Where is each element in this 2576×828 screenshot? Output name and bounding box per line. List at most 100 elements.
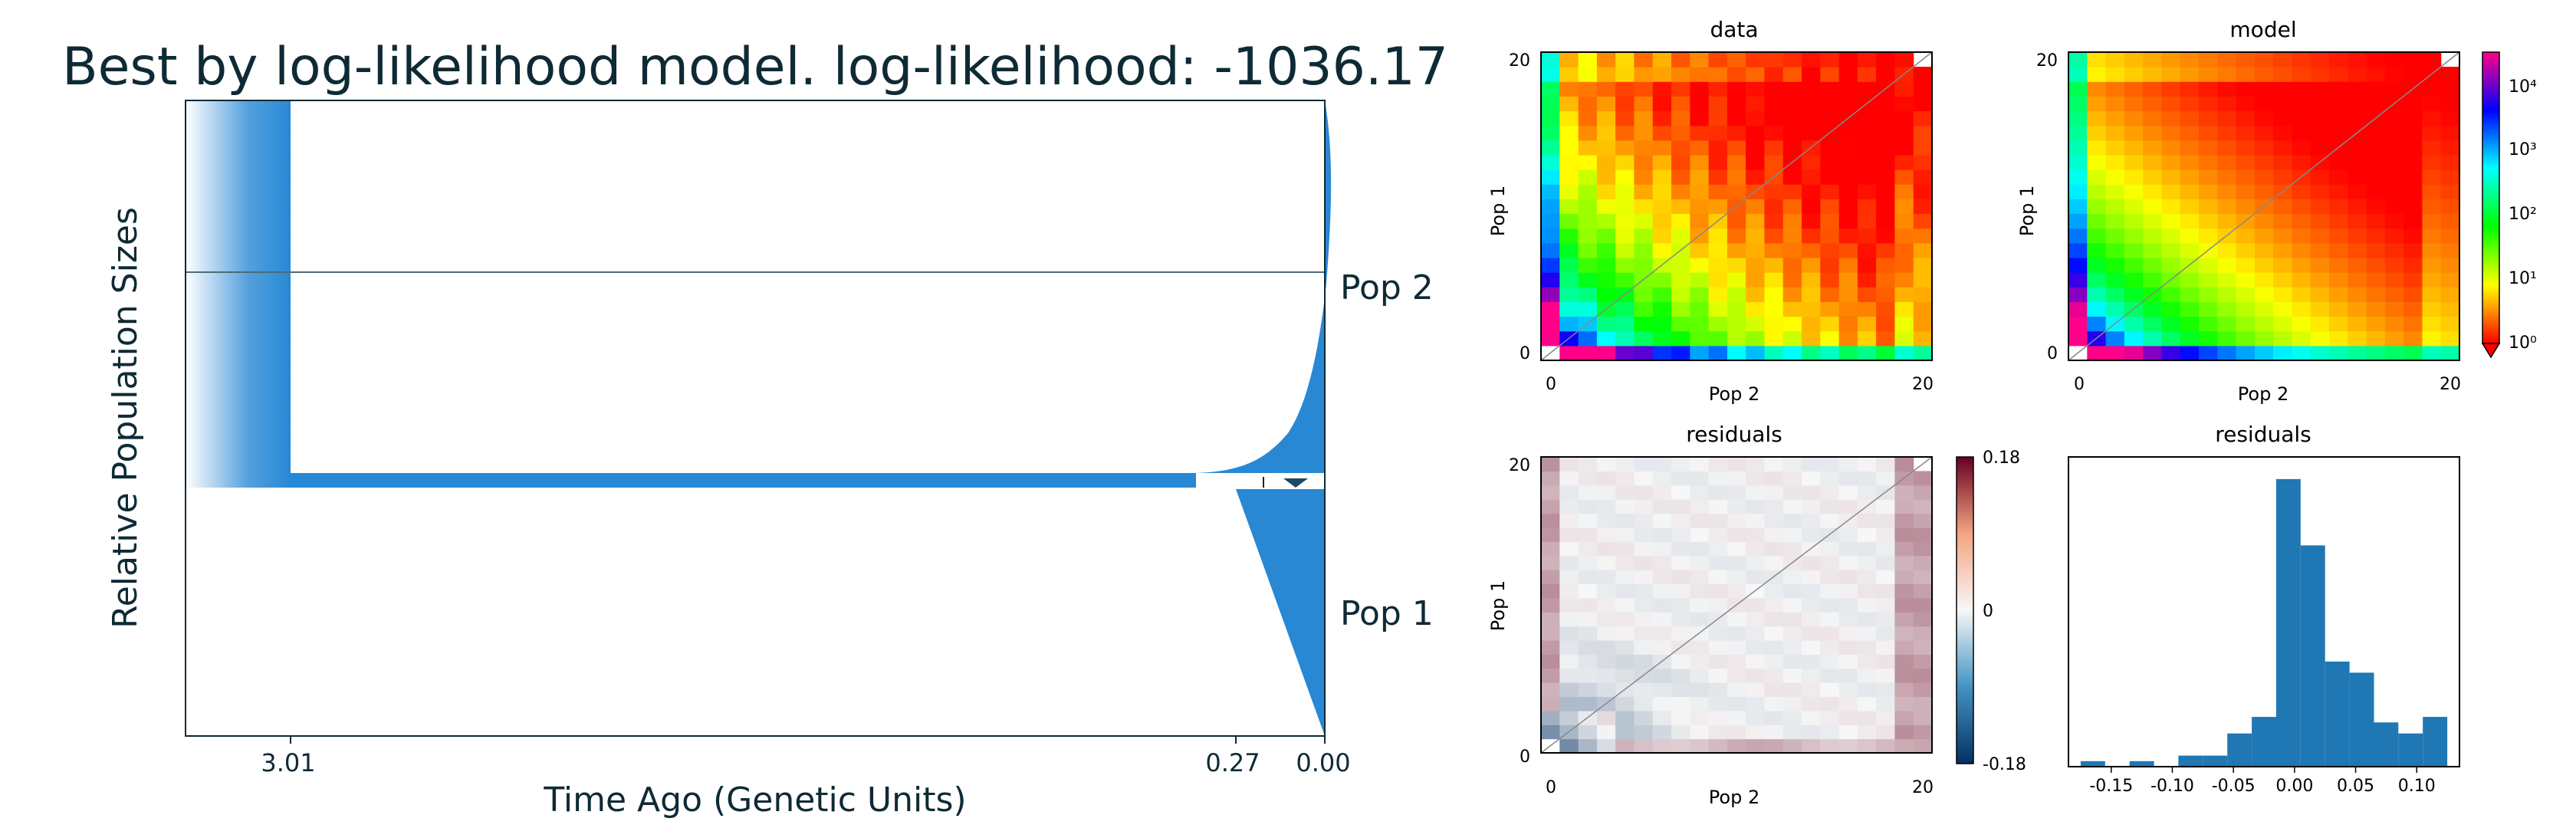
- heatmap-cell: [2143, 140, 2162, 156]
- heatmap-cell: [2273, 199, 2292, 215]
- heatmap-cell: [1578, 155, 1598, 170]
- heatmap-cell: [2384, 184, 2404, 199]
- model-heatmap-panel: model Pop 2 Pop 1 0 20 0 20 10⁴ 10³ 10² …: [2016, 17, 2537, 405]
- heatmap-cell: [2366, 140, 2386, 156]
- heatmap-cell: [1727, 316, 1746, 332]
- heatmap-cell: [1690, 330, 1710, 347]
- heatmap-cell: [2348, 140, 2367, 156]
- heatmap-cell: [1634, 125, 1654, 141]
- res-xtick-20: 20: [1912, 778, 1934, 797]
- heatmap-cell: [1857, 287, 1877, 302]
- heatmap-cell: [2143, 258, 2162, 273]
- heatmap-cell: [1727, 67, 1746, 82]
- heatmap-cell: [1578, 570, 1598, 584]
- heatmap-cell: [2068, 125, 2088, 141]
- heatmap-cell: [2180, 96, 2200, 112]
- heatmap-cell: [1652, 96, 1672, 112]
- heatmap-cell: [2329, 316, 2348, 332]
- heatmap-cell: [1541, 52, 1560, 67]
- heatmap-cell: [2199, 301, 2218, 317]
- heatmap-cell: [1559, 213, 1579, 229]
- heatmap-cell: [1708, 668, 1728, 683]
- heatmap-cell: [1727, 527, 1746, 542]
- heatmap-cell: [1857, 471, 1877, 486]
- heatmap-cell: [1578, 541, 1598, 557]
- heatmap-cell: [1857, 81, 1877, 97]
- diagonal-line: [2068, 51, 2460, 361]
- heatmap-cell: [1802, 513, 1821, 528]
- res-ytick-20: 20: [1509, 456, 1530, 475]
- heatmap-cell: [1783, 96, 1802, 112]
- heatmap-cell: [1894, 696, 1914, 711]
- heatmap-cell: [2124, 184, 2144, 199]
- heatmap-cell: [1615, 640, 1635, 655]
- heatmap-cell: [1802, 155, 1821, 170]
- heatmap-cell: [1894, 272, 1914, 288]
- heatmap-cell: [2366, 228, 2386, 244]
- heatmap-cell: [1894, 485, 1914, 500]
- heatmap-cell: [1596, 555, 1616, 570]
- heatmap-cell: [1802, 242, 1821, 258]
- heatmap-cell: [2199, 155, 2218, 170]
- heatmap-cell: [1634, 287, 1654, 302]
- heatmap-cell: [1671, 184, 1691, 199]
- heatmap-cell: [1690, 125, 1710, 141]
- heatmap-cell: [1783, 471, 1802, 486]
- heatmap-cell: [2404, 67, 2423, 82]
- heatmap-cell: [1820, 612, 1840, 627]
- heatmap-cell: [1578, 301, 1598, 317]
- heatmap-cell: [1615, 724, 1635, 740]
- heatmap-cell: [1671, 597, 1691, 613]
- hist-title: residuals: [2215, 422, 2312, 447]
- heatmap-cell: [1671, 228, 1691, 244]
- heatmap-cell: [1913, 140, 1933, 156]
- heatmap-cell: [1541, 213, 1560, 229]
- heatmap-cell: [1559, 527, 1579, 542]
- heatmap-cell: [1820, 67, 1840, 82]
- heatmap-cell: [1727, 570, 1746, 584]
- heatmap-cell: [1894, 140, 1914, 156]
- pop1-branch-rail: [291, 473, 1196, 488]
- heatmap-cell: [1876, 583, 1895, 599]
- heatmap-cell: [1596, 199, 1616, 215]
- heatmap-cell: [2236, 81, 2256, 97]
- residuals-ylabel: Pop 1: [1487, 580, 1509, 631]
- heatmap-cell: [1559, 242, 1579, 258]
- heatmap-cell: [1820, 555, 1840, 570]
- heatmap-cell: [1913, 654, 1933, 669]
- heatmap-cell: [1652, 485, 1672, 500]
- heatmap-cell: [1783, 140, 1802, 156]
- heatmap-cell: [1802, 640, 1821, 655]
- heatmap-cell: [2068, 169, 2088, 185]
- heatmap-cell: [1913, 499, 1933, 514]
- heatmap-cell: [2422, 199, 2442, 215]
- heatmap-cell: [1615, 738, 1635, 754]
- heatmap-cell: [1727, 682, 1746, 698]
- heatmap-cell: [1578, 654, 1598, 669]
- heatmap-cell: [2254, 258, 2274, 273]
- heatmap-cell: [1541, 242, 1560, 258]
- heatmap-cell: [1746, 52, 1765, 67]
- heatmap-cell: [1783, 738, 1802, 754]
- heatmap-cell: [1690, 287, 1710, 302]
- heatmap-cell: [1727, 81, 1746, 97]
- heatmap-cell: [1652, 570, 1672, 584]
- heatmap-cell: [2254, 184, 2274, 199]
- heatmap-cell: [1820, 184, 1840, 199]
- heatmap-cell: [2254, 213, 2274, 229]
- heatmap-cell: [2348, 110, 2367, 127]
- heatmap-cell: [1578, 272, 1598, 288]
- heatmap-cell: [1690, 457, 1710, 472]
- heatmap-cell: [1615, 570, 1635, 584]
- heatmap-cell: [1634, 570, 1654, 584]
- heatmap-cell: [1541, 471, 1560, 486]
- heatmap-cell: [1838, 471, 1858, 486]
- heatmap-cell: [1746, 612, 1765, 627]
- heatmap-cell: [2329, 184, 2348, 199]
- heatmap-cell: [1615, 471, 1635, 486]
- heatmap-cell: [1783, 184, 1802, 199]
- heatmap-cell: [1764, 682, 1784, 698]
- heatmap-cell: [1876, 471, 1895, 486]
- heatmap-cell: [1857, 555, 1877, 570]
- histogram-tick-label: 0.10: [2398, 777, 2436, 796]
